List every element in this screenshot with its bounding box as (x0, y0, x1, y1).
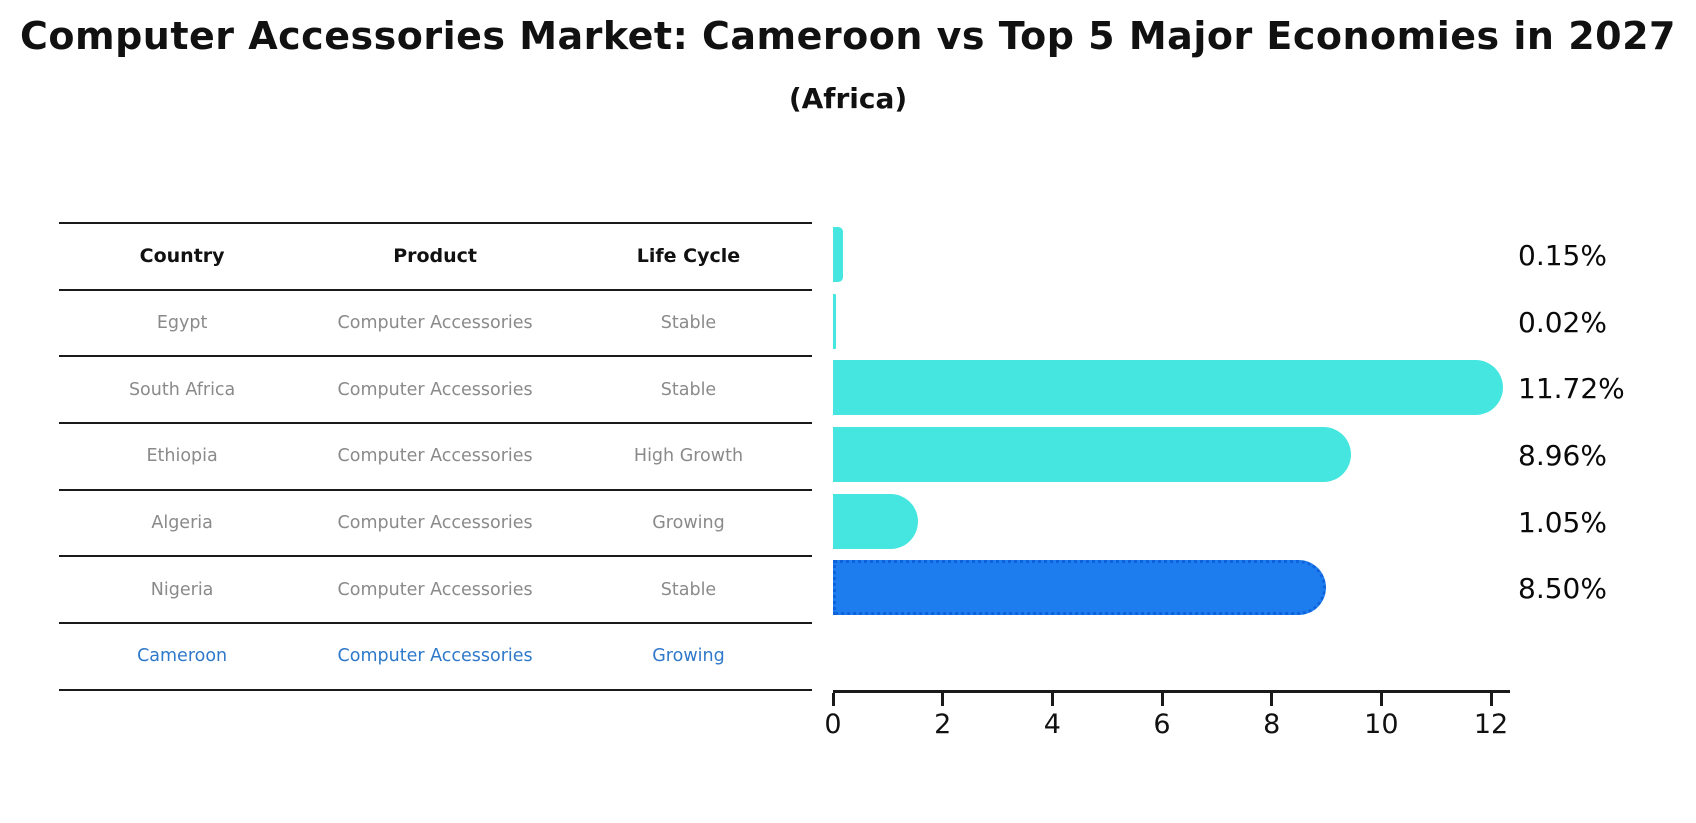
axis-tick-mark (941, 692, 945, 706)
chart-subtitle: (Africa) (788, 82, 908, 115)
value-bar (833, 360, 1503, 416)
cell-country: South Africa (128, 379, 236, 400)
table-row: Egypt Computer Accessories Stable (59, 288, 812, 356)
axis-tick: 12 (1451, 692, 1531, 740)
axis-tick-mark (1160, 692, 1164, 706)
axis-tick-label: 12 (1473, 708, 1509, 740)
x-axis: 0 2 4 6 8 10 12 (824, 690, 1510, 740)
axis-tick: 6 (1122, 692, 1202, 740)
cell-lifecycle: Stable (660, 579, 717, 600)
header-cell-lifecycle: Life Cycle (636, 245, 741, 268)
axis-tick-label: 4 (1043, 708, 1061, 740)
axis-tick-mark (1270, 692, 1274, 706)
table-row: Algeria Computer Accessories Growing (59, 488, 812, 556)
value-label: 0.02% (1518, 305, 1607, 339)
cell-product: Computer Accessories (337, 446, 533, 467)
axis-tick: 2 (903, 692, 983, 740)
table-row: South Africa Computer Accessories Stable (59, 355, 812, 422)
bar-track (833, 289, 1533, 356)
bar-plot-area (833, 222, 1533, 622)
value-label: 1.05% (1518, 505, 1607, 539)
axis-tick-label: 0 (824, 708, 842, 740)
chart-title: Computer Accessories Market: Cameroon vs… (20, 14, 1676, 58)
cell-lifecycle: Stable (660, 379, 717, 400)
table-header-row: Country Product Life Cycle (59, 222, 812, 289)
cell-lifecycle: Growing (652, 646, 725, 667)
table-row: Nigeria Computer Accessories Stable (59, 555, 812, 622)
bar-track (833, 222, 1533, 289)
cell-product: Computer Accessories (337, 513, 533, 534)
value-label: 0.15% (1518, 238, 1607, 272)
table-body: Egypt Computer Accessories Stable South … (59, 288, 812, 689)
axis-tick: 10 (1341, 692, 1421, 740)
value-label: 11.72% (1518, 372, 1625, 406)
bar-track (833, 422, 1533, 489)
axis-tick-label: 8 (1263, 708, 1281, 740)
axis-tick: 8 (1232, 692, 1312, 740)
axis-tick-mark (1050, 692, 1054, 706)
bar-track (833, 355, 1533, 422)
value-label-column: 0.15% 0.02% 11.72% 8.96% 1.05% 8.50% (1518, 222, 1688, 622)
value-bar (833, 227, 843, 282)
cell-product: Computer Accessories (337, 579, 533, 600)
cell-country: Nigeria (150, 579, 214, 600)
value-bar (833, 293, 836, 349)
value-label: 8.96% (1518, 438, 1607, 472)
axis-tick-mark (1489, 692, 1493, 706)
cell-product: Computer Accessories (337, 313, 533, 334)
bar-track (833, 555, 1533, 622)
cell-product: Computer Accessories (337, 646, 533, 667)
cell-lifecycle: Growing (652, 513, 725, 534)
axis-tick: 4 (1012, 692, 1092, 740)
cell-country: Ethiopia (146, 446, 218, 467)
header-cell-country: Country (139, 245, 225, 268)
cell-lifecycle: Stable (660, 313, 717, 334)
axis-tick-label: 2 (934, 708, 952, 740)
cell-country: Cameroon (137, 646, 228, 667)
value-bar (833, 560, 1327, 616)
data-table: Country Product Life Cycle Egypt Compute… (59, 222, 812, 691)
cell-country: Algeria (151, 513, 213, 534)
value-label: 8.50% (1518, 572, 1607, 606)
cell-lifecycle: High Growth (633, 446, 744, 467)
x-axis-line (833, 690, 1510, 693)
bar-track (833, 489, 1533, 556)
header-cell-product: Product (393, 245, 478, 268)
axis-tick-label: 10 (1364, 708, 1399, 740)
table-row: Ethiopia Computer Accessories High Growt… (59, 422, 812, 489)
cell-product: Computer Accessories (337, 379, 533, 400)
axis-tick: 0 (793, 692, 873, 740)
value-bar (833, 427, 1352, 483)
table-row: Cameroon Computer Accessories Growing (59, 622, 812, 689)
axis-tick-mark (831, 692, 835, 706)
axis-tick-label: 6 (1153, 708, 1171, 740)
cell-country: Egypt (156, 313, 208, 334)
value-bar (833, 493, 918, 549)
axis-tick-mark (1379, 692, 1383, 706)
